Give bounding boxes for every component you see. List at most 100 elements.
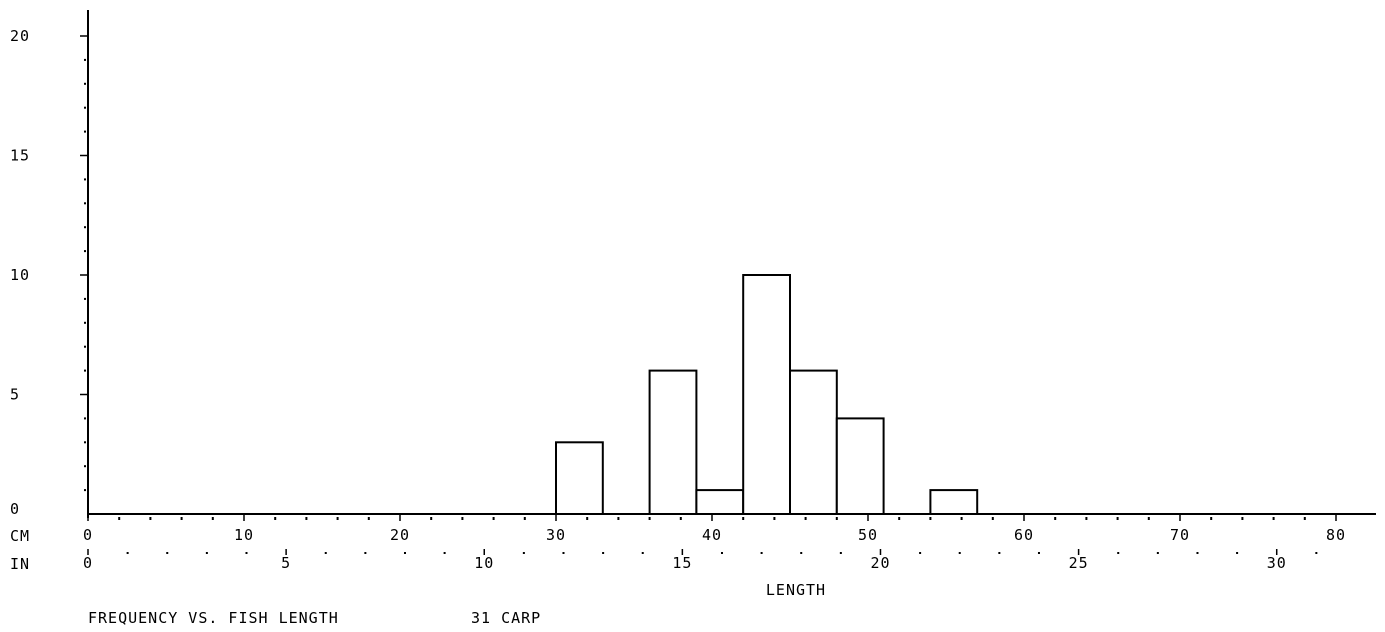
sample-size-label: 31 CARP [471,609,541,627]
cm-minor-tick [492,517,495,520]
cm-minor-tick [274,517,277,520]
in-minor-tick [958,552,961,554]
histogram-bar [648,369,698,515]
in-minor-tick [166,552,169,554]
histogram-bar [555,441,604,515]
y-minor-tick [84,369,86,372]
y-minor-tick [84,345,86,348]
in-minor-tick [562,552,565,554]
cm-tick-label: 20 [390,526,410,544]
in-tick-label: 30 [1267,554,1287,572]
in-minor-tick [998,552,1001,554]
histogram-bar [695,489,745,516]
y-axis-ticks: 0 5 10 15 20 [10,27,88,518]
y-minor-tick [84,226,86,229]
cm-minor-tick [211,517,214,520]
cm-minor-tick [367,517,370,520]
cm-minor-tick [149,517,152,520]
in-minor-tick [1037,552,1040,554]
cm-minor-tick [679,517,682,520]
cm-minor-tick [929,517,932,520]
chart-caption: FREQUENCY VS. FISH LENGTH [88,609,339,627]
in-minor-tick [245,552,248,554]
in-axis-ticks: 0 5 10 15 20 25 30 [83,549,1318,572]
in-tick-label: 15 [672,554,692,572]
in-minor-tick [126,552,129,554]
y-minor-tick [84,441,86,444]
in-minor-tick [522,552,525,554]
cm-minor-tick [430,517,433,520]
cm-minor-tick [648,517,651,520]
cm-minor-tick [617,517,620,520]
y-tick-label: 20 [10,27,30,45]
in-minor-tick [1117,552,1120,554]
cm-tick-label: 0 [83,526,93,544]
in-minor-tick [1236,552,1239,554]
histogram-bar [789,369,838,515]
in-minor-tick [720,552,723,554]
cm-minor-tick [586,517,589,520]
cm-tick-label: 70 [1170,526,1190,544]
in-tick-label: 10 [474,554,494,572]
in-minor-tick [205,552,208,554]
in-tick-label: 0 [83,554,93,572]
y-minor-tick [84,130,86,133]
y-minor-tick [84,321,86,324]
y-minor-tick [84,465,86,468]
in-minor-tick [760,552,763,554]
cm-tick-label: 80 [1326,526,1346,544]
cm-minor-tick [305,517,308,520]
in-minor-tick [1315,552,1318,554]
y-tick-label: 5 [10,386,20,404]
y-minor-tick [84,250,86,253]
in-axis-label: IN [10,555,30,573]
cm-minor-tick [804,517,807,520]
y-minor-tick [84,202,86,205]
cm-axis-label: CM [10,527,30,545]
x-axis-title: LENGTH [766,581,826,599]
cm-minor-tick [118,517,121,520]
in-minor-tick [602,552,605,554]
cm-minor-tick [461,517,464,520]
in-minor-tick [919,552,922,554]
in-tick-label: 20 [870,554,890,572]
cm-minor-tick [1116,517,1119,520]
cm-minor-tick [960,517,963,520]
cm-minor-tick [1147,517,1150,520]
cm-minor-tick [1054,517,1057,520]
cm-minor-tick [1085,517,1088,520]
in-minor-tick [800,552,803,554]
in-minor-tick [403,552,406,554]
y-minor-tick [84,489,86,492]
cm-minor-tick [1272,517,1275,520]
y-minor-tick [84,82,86,85]
cm-tick-label: 40 [702,526,722,544]
histogram-bars [555,274,979,516]
cm-minor-tick [1241,517,1244,520]
cm-tick-label: 60 [1014,526,1034,544]
y-minor-tick [84,106,86,109]
cm-tick-label: 30 [546,526,566,544]
in-minor-tick [324,552,327,554]
y-tick-label: 15 [10,147,30,165]
cm-minor-tick [336,517,339,520]
cm-minor-tick [991,517,994,520]
in-tick-label: 5 [281,554,291,572]
in-minor-tick [443,552,446,554]
in-tick-label: 25 [1069,554,1089,572]
cm-axis-ticks: 0 10 20 30 40 50 60 70 80 [83,514,1346,544]
y-tick-label: 10 [10,266,30,284]
cm-tick-label: 50 [858,526,878,544]
y-minor-tick [84,417,86,420]
cm-minor-tick [1210,517,1213,520]
y-minor-tick [84,178,86,181]
cm-tick-label: 10 [234,526,254,544]
in-minor-tick [1196,552,1199,554]
in-minor-tick [364,552,367,554]
cm-minor-tick [898,517,901,520]
cm-minor-tick [180,517,183,520]
y-tick-label: 0 [10,500,20,518]
in-minor-tick [839,552,842,554]
y-minor-tick [84,58,86,61]
